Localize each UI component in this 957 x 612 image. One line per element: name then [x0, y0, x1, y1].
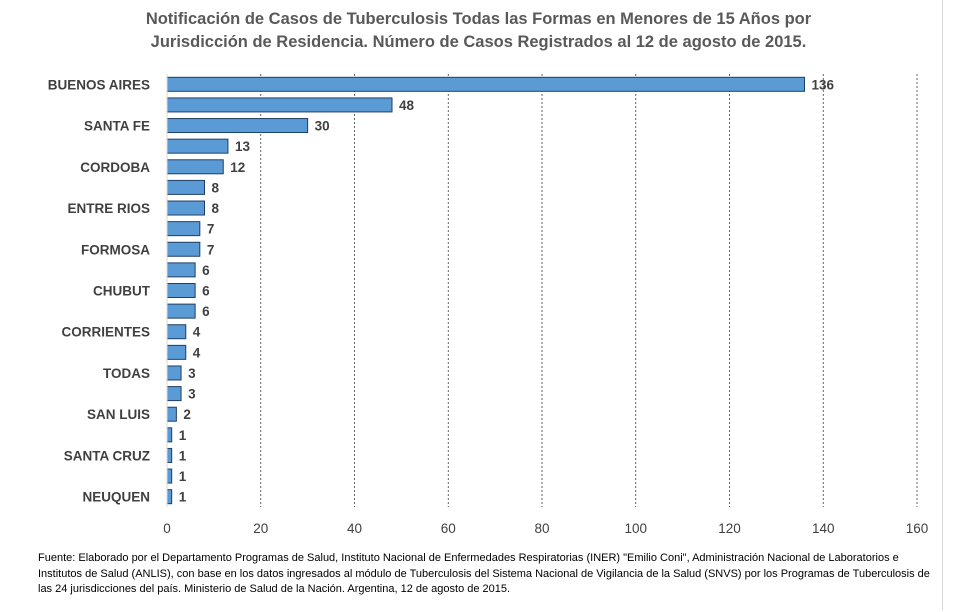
category-label: ENTRE RIOS — [67, 201, 150, 216]
bar — [166, 221, 201, 237]
x-tick-label: 100 — [624, 521, 647, 536]
bar — [166, 179, 205, 195]
bar — [166, 262, 196, 278]
x-tick-label: 0 — [163, 521, 171, 536]
data-label: 30 — [315, 119, 330, 134]
data-label: 8 — [212, 180, 220, 195]
data-label: 2 — [183, 407, 191, 422]
bar — [166, 468, 173, 484]
bar — [166, 406, 177, 422]
category-label: SAN LUIS — [87, 407, 150, 422]
x-tick-label: 40 — [347, 521, 362, 536]
bar — [166, 97, 393, 113]
data-label: 13 — [235, 139, 251, 154]
data-label: 7 — [207, 242, 215, 257]
chart-title-line-1: Notificación de Casos de Tuberculosis To… — [145, 10, 812, 28]
data-label: 7 — [207, 222, 215, 237]
data-label: 48 — [399, 98, 415, 113]
data-label: 8 — [212, 201, 220, 216]
category-label: CORRIENTES — [61, 325, 150, 340]
bar — [166, 138, 229, 154]
x-tick-label: 140 — [812, 521, 835, 536]
x-tick-label: 80 — [534, 521, 549, 536]
data-label: 3 — [188, 366, 196, 381]
category-label: NEUQUEN — [82, 490, 150, 505]
data-label: 4 — [193, 345, 201, 360]
data-label: 4 — [193, 325, 201, 340]
source-note: Fuente: Elaborado por el Departamento Pr… — [38, 552, 930, 596]
category-label: SANTA FE — [84, 119, 150, 134]
category-label: CORDOBA — [80, 160, 150, 175]
data-label: 12 — [230, 160, 245, 175]
gridlines — [260, 74, 918, 507]
bar — [166, 324, 187, 340]
bars — [166, 76, 805, 505]
bar — [166, 76, 805, 92]
bar — [166, 303, 196, 319]
data-label: 6 — [202, 263, 210, 278]
data-label: 136 — [812, 77, 835, 92]
x-tick-label: 20 — [253, 521, 268, 536]
category-label: CHUBUT — [93, 284, 151, 299]
bar — [166, 200, 205, 216]
category-label: TODAS — [103, 366, 150, 381]
category-label: BUENOS AIRES — [48, 77, 150, 92]
chart-title-line-2: Jurisdicción de Residencia. Número de Ca… — [150, 33, 807, 51]
bar — [166, 241, 201, 257]
bar — [166, 344, 187, 360]
data-label: 6 — [202, 304, 210, 319]
x-tick-label: 160 — [906, 521, 929, 536]
bar — [166, 283, 196, 298]
data-label: 1 — [179, 448, 187, 463]
bar — [166, 365, 182, 381]
bar — [166, 489, 173, 505]
chart-title: Notificación de Casos de Tuberculosis To… — [0, 8, 957, 54]
x-axis: 0 20 40 60 80 100 120 140 160 — [163, 74, 928, 536]
bar — [166, 118, 309, 134]
x-tick-label: 60 — [441, 521, 456, 536]
bar — [166, 386, 182, 402]
category-label: SANTA CRUZ — [64, 448, 150, 463]
data-label: 1 — [179, 469, 187, 484]
x-tick-label: 120 — [718, 521, 741, 536]
data-label: 6 — [202, 284, 210, 299]
data-label: 1 — [179, 428, 187, 443]
category-label: FORMOSA — [81, 242, 150, 257]
bar — [166, 427, 173, 443]
data-label: 3 — [188, 387, 196, 402]
bar — [166, 447, 173, 463]
bar — [166, 159, 224, 175]
data-label: 1 — [179, 490, 187, 505]
